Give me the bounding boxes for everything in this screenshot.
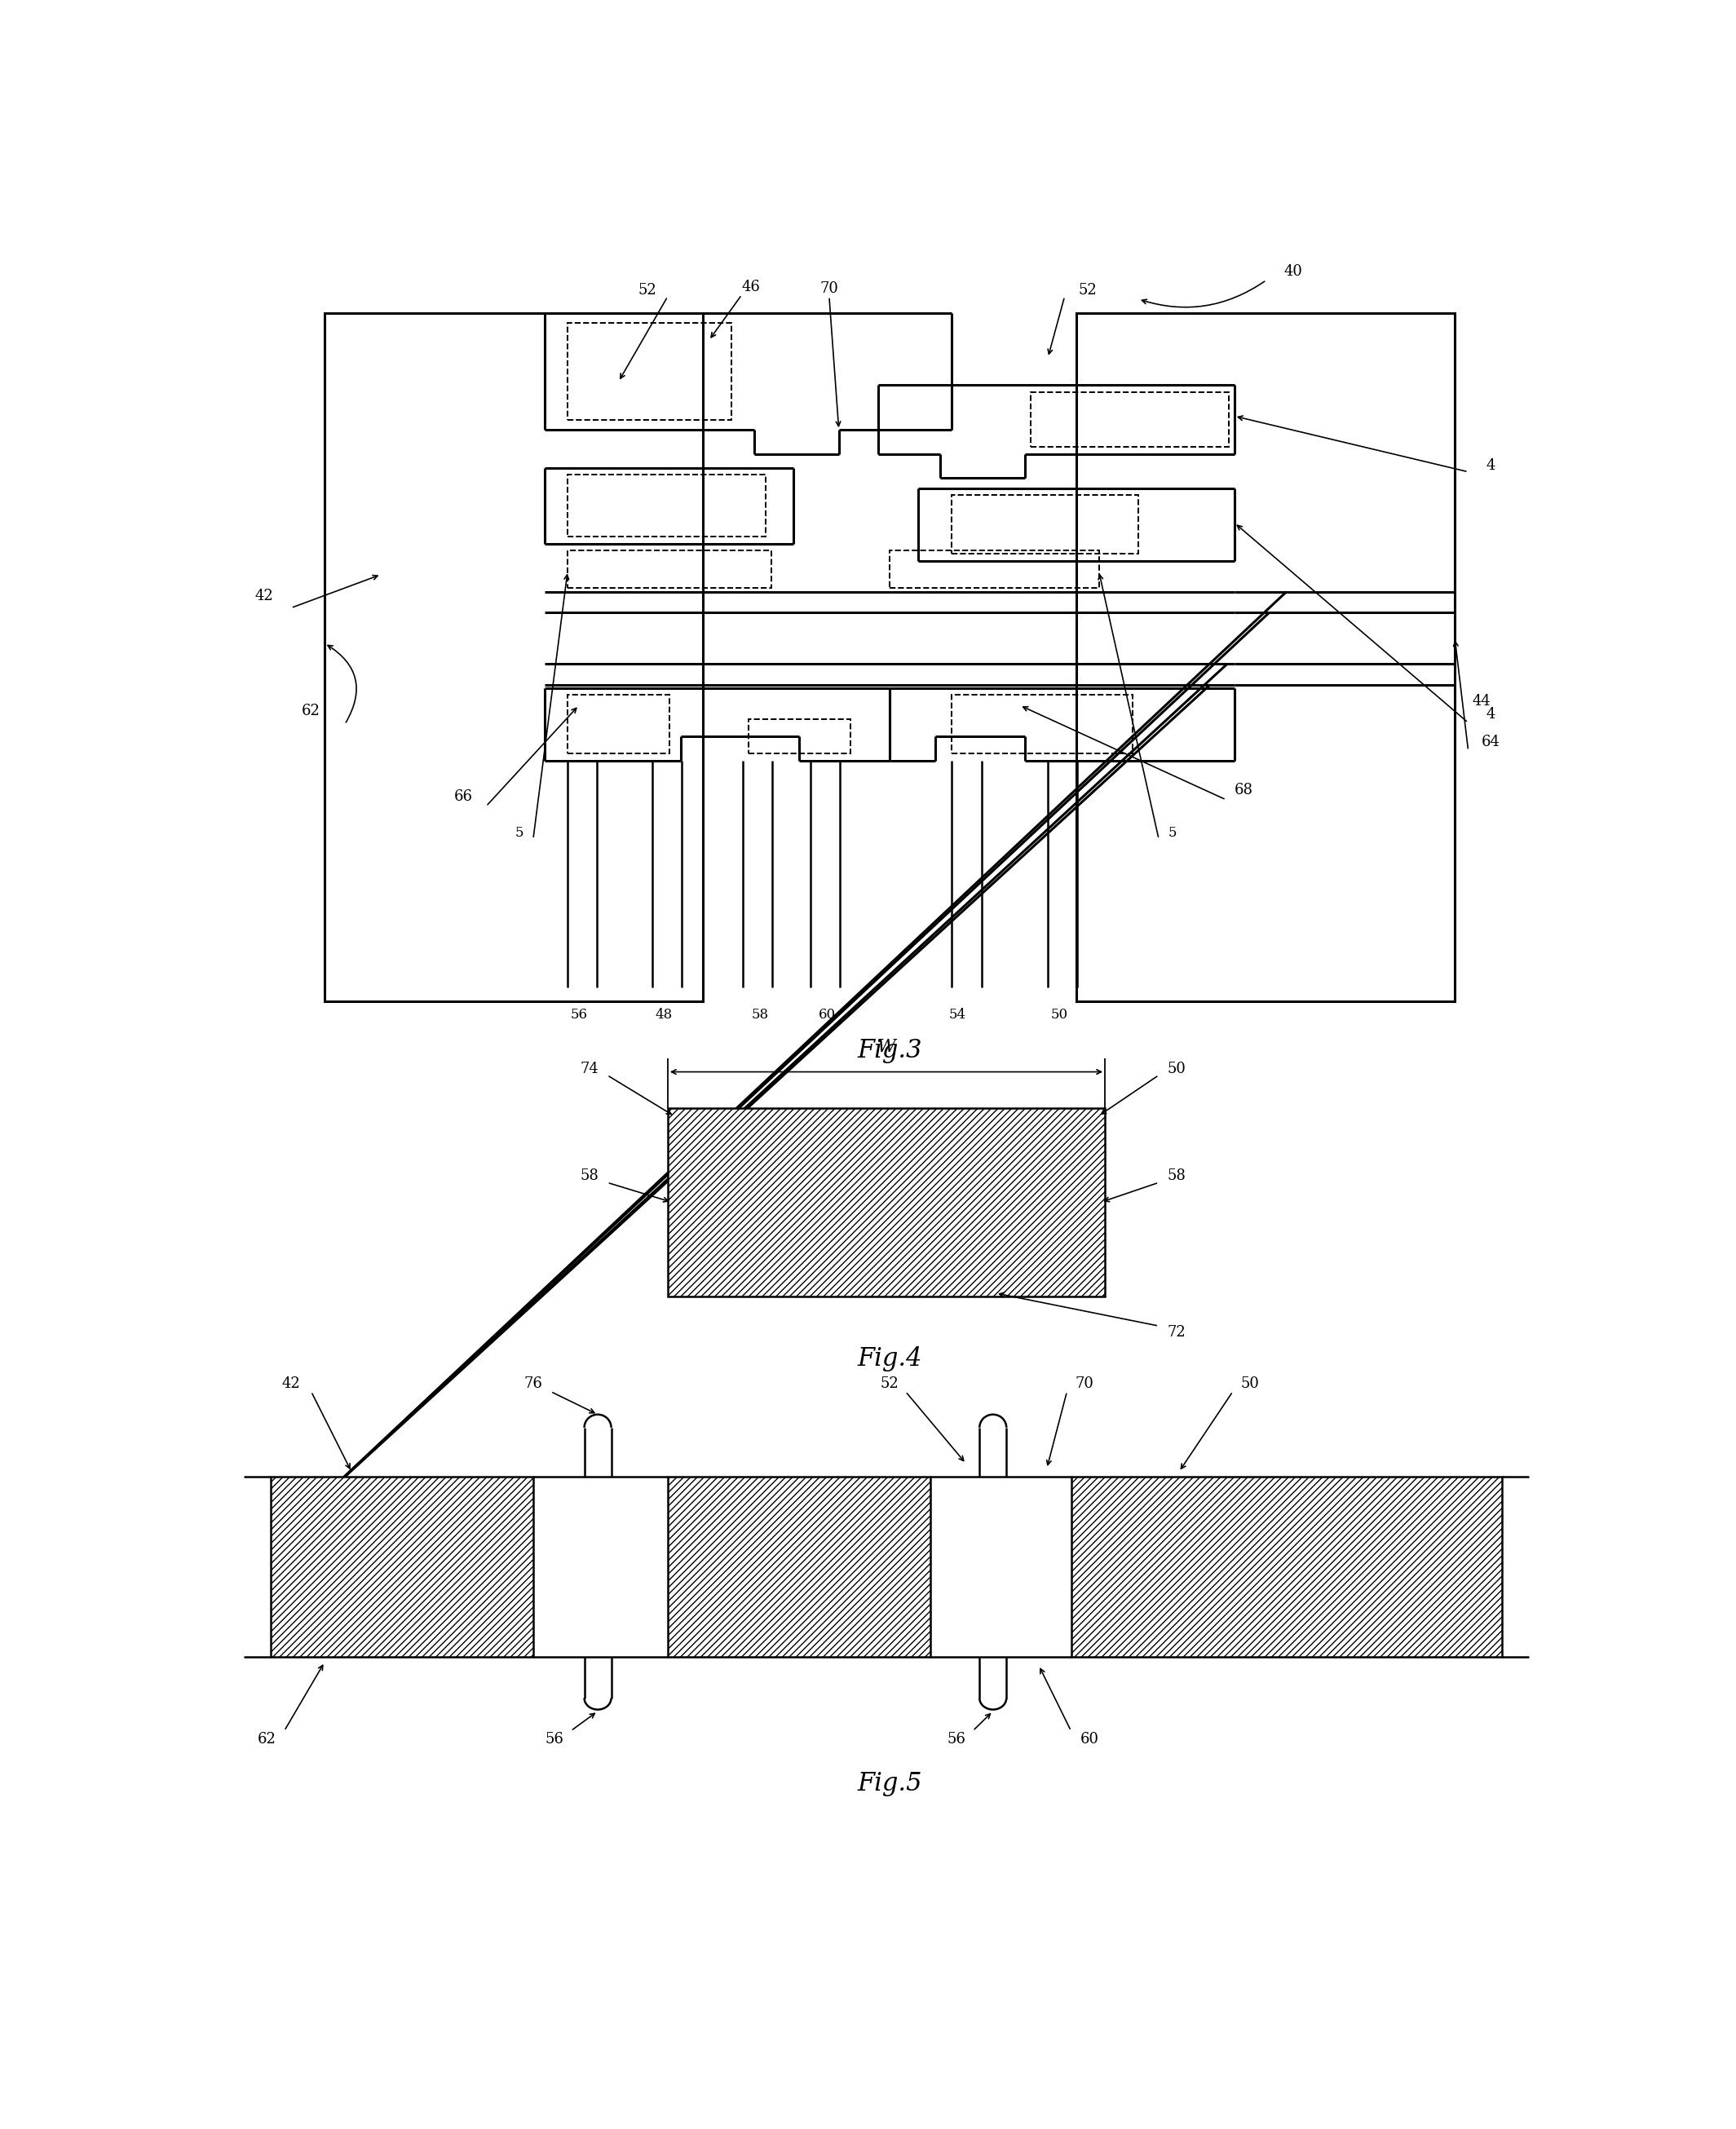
Text: Fig.4: Fig.4 xyxy=(858,1346,922,1371)
Text: 5: 5 xyxy=(1168,826,1177,839)
Text: 50: 50 xyxy=(1167,1060,1186,1075)
Bar xyxy=(271,1478,533,1656)
Bar xyxy=(1031,392,1229,447)
Text: 52: 52 xyxy=(639,283,656,298)
Text: 60: 60 xyxy=(819,1009,837,1022)
Bar xyxy=(568,551,771,588)
Bar xyxy=(668,1107,1106,1297)
Text: 42: 42 xyxy=(281,1375,300,1390)
Bar xyxy=(951,496,1139,554)
Bar xyxy=(668,1478,930,1656)
Text: 70: 70 xyxy=(819,281,838,296)
Bar xyxy=(748,720,851,754)
Text: 62: 62 xyxy=(257,1731,276,1746)
Bar xyxy=(568,694,670,754)
Text: 58: 58 xyxy=(752,1009,769,1022)
Text: 5: 5 xyxy=(516,826,524,839)
Bar xyxy=(1076,313,1455,1001)
Text: 58: 58 xyxy=(1167,1169,1186,1184)
Text: 52: 52 xyxy=(880,1375,899,1390)
Bar xyxy=(568,324,731,419)
Text: W: W xyxy=(877,1039,896,1056)
Text: 40: 40 xyxy=(1285,264,1302,279)
Bar xyxy=(568,475,766,537)
Bar xyxy=(325,313,703,1001)
Text: 64: 64 xyxy=(1483,735,1500,749)
Bar xyxy=(951,694,1132,754)
Bar xyxy=(1071,1478,1502,1656)
Text: 46: 46 xyxy=(741,279,760,294)
Text: 58: 58 xyxy=(580,1169,599,1184)
Text: 50: 50 xyxy=(1050,1009,1068,1022)
Text: 56: 56 xyxy=(948,1731,965,1746)
Text: 4: 4 xyxy=(1486,458,1495,473)
Text: 48: 48 xyxy=(654,1009,672,1022)
Text: 44: 44 xyxy=(1472,694,1491,709)
Text: 4: 4 xyxy=(1486,707,1495,722)
Text: 50: 50 xyxy=(1241,1375,1260,1390)
Text: 70: 70 xyxy=(1075,1375,1094,1390)
Text: 56: 56 xyxy=(571,1009,587,1022)
Text: 52: 52 xyxy=(1078,283,1097,298)
Text: Fig.5: Fig.5 xyxy=(858,1771,922,1797)
Text: 74: 74 xyxy=(580,1060,599,1075)
Text: 72: 72 xyxy=(1167,1324,1186,1339)
Text: 62: 62 xyxy=(302,705,321,720)
Text: 54: 54 xyxy=(950,1009,967,1022)
Text: 76: 76 xyxy=(524,1375,542,1390)
Text: 68: 68 xyxy=(1234,783,1253,796)
Text: 60: 60 xyxy=(1080,1731,1099,1746)
Text: 66: 66 xyxy=(453,790,472,805)
Text: 42: 42 xyxy=(255,590,273,605)
Text: 56: 56 xyxy=(545,1731,564,1746)
Text: Fig.3: Fig.3 xyxy=(858,1039,922,1062)
Bar xyxy=(891,551,1099,588)
